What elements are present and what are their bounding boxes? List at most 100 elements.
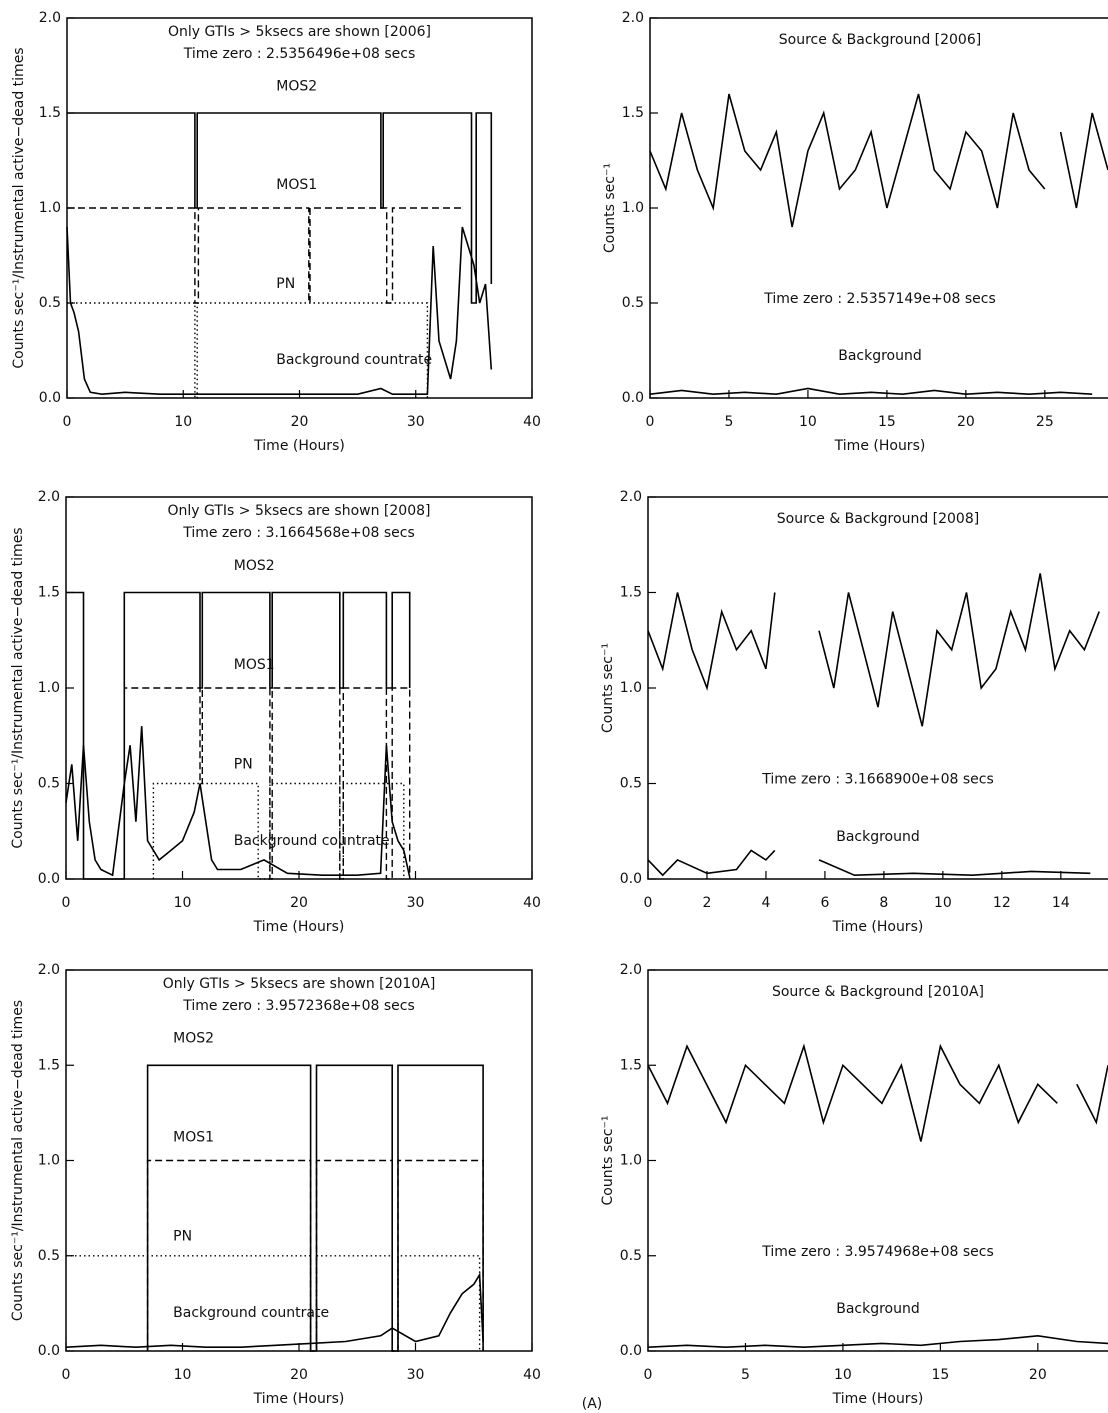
series-label: Background countrate [173, 1305, 329, 1321]
x-tick-label: 2 [703, 895, 712, 911]
series-label: Background countrate [234, 833, 390, 849]
x-tick-label: 25 [1036, 414, 1054, 430]
y-tick-label: 0.0 [622, 390, 644, 406]
series-label: Background [836, 829, 920, 845]
chart-title: Only GTIs > 5ksecs are shown [2010A] [163, 976, 436, 992]
x-tick-label: 0 [644, 895, 653, 911]
y-tick-label: 0.5 [38, 1248, 60, 1264]
series-label: PN [276, 276, 295, 292]
chart-subtitle: Time zero : 2.5356496e+08 secs [183, 46, 416, 62]
y-tick-label: 0.5 [620, 776, 642, 792]
x-tick-label: 10 [799, 414, 817, 430]
chart-subtitle: Time zero : 3.1664568e+08 secs [182, 525, 415, 541]
y-tick-label: 0.0 [620, 871, 642, 887]
chart-title: Source & Background [2006] [779, 32, 981, 48]
y-tick-label: 0.5 [622, 295, 644, 311]
plot-frame [647, 969, 1108, 1352]
y-tick-label: 0.5 [38, 776, 60, 792]
chart-title: Only GTIs > 5ksecs are shown [2006] [168, 24, 431, 40]
y-tick-label: 1.5 [39, 105, 61, 121]
series-line [65, 726, 411, 878]
y-tick-label: 0.0 [39, 390, 61, 406]
x-tick-label: 0 [62, 1367, 71, 1383]
x-axis-label: Time (Hours) [253, 1391, 345, 1407]
y-axis-label: Counts sec⁻¹ [600, 643, 616, 733]
x-tick-label: 10 [174, 895, 192, 911]
series-line [152, 782, 405, 880]
chart-title: Source & Background [2008] [777, 511, 979, 527]
plot-frame [647, 496, 1108, 880]
series-label: MOS1 [276, 177, 317, 193]
series-label: PN [234, 756, 253, 772]
chart-subtitle: Time zero : 3.1668900e+08 secs [761, 772, 994, 788]
x-tick-label: 4 [761, 895, 770, 911]
y-tick-label: 2.0 [38, 489, 60, 505]
x-tick-label: 10 [934, 895, 952, 911]
x-tick-label: 20 [957, 414, 975, 430]
y-tick-label: 0.0 [620, 1343, 642, 1359]
x-tick-label: 15 [878, 414, 896, 430]
y-tick-label: 1.0 [39, 200, 61, 216]
x-axis-label: Time (Hours) [832, 919, 924, 935]
chart-title: Source & Background [2010A] [772, 984, 984, 1000]
x-tick-label: 0 [646, 414, 655, 430]
x-tick-label: 40 [523, 895, 541, 911]
y-tick-label: 1.0 [38, 1153, 60, 1169]
x-tick-label: 10 [174, 1367, 192, 1383]
x-axis-label: Time (Hours) [253, 919, 345, 935]
chart-subtitle: Time zero : 3.9574968e+08 secs [761, 1244, 994, 1260]
x-tick-label: 30 [407, 1367, 425, 1383]
y-axis-label: Counts sec⁻¹/Instrumental active−dead ti… [11, 47, 27, 368]
y-tick-label: 1.0 [620, 680, 642, 696]
series-line [649, 93, 1108, 228]
series-line [66, 1255, 481, 1352]
x-tick-label: 0 [644, 1367, 653, 1383]
series-label: PN [173, 1229, 192, 1245]
series-line [65, 1272, 484, 1349]
series-line [67, 207, 463, 304]
chart-subtitle: Time zero : 2.5357149e+08 secs [763, 291, 996, 307]
y-tick-label: 1.0 [622, 200, 644, 216]
x-tick-label: 0 [63, 414, 72, 430]
y-tick-label: 0.5 [620, 1248, 642, 1264]
y-axis-label: Counts sec⁻¹/Instrumental active−dead ti… [10, 1000, 26, 1321]
y-axis-label: Counts sec⁻¹ [602, 163, 618, 253]
series-label: Background [836, 1301, 920, 1317]
y-tick-label: 2.0 [620, 489, 642, 505]
x-tick-label: 10 [834, 1367, 852, 1383]
y-tick-label: 1.5 [38, 1057, 60, 1073]
y-axis-label: Counts sec⁻¹/Instrumental active−dead ti… [10, 527, 26, 848]
series-line [647, 849, 1091, 877]
series-line [649, 387, 1093, 396]
x-tick-label: 40 [523, 414, 541, 430]
x-tick-label: 5 [741, 1367, 750, 1383]
x-tick-label: 30 [407, 414, 425, 430]
chart-subtitle: Time zero : 3.9572368e+08 secs [182, 998, 415, 1014]
y-tick-label: 1.5 [38, 585, 60, 601]
series-line [647, 573, 1100, 727]
y-axis-label: Counts sec⁻¹ [600, 1116, 616, 1206]
y-tick-label: 1.0 [620, 1153, 642, 1169]
x-tick-label: 10 [174, 414, 192, 430]
x-tick-label: 20 [290, 1367, 308, 1383]
x-tick-label: 14 [1052, 895, 1070, 911]
series-label: Background [838, 348, 922, 364]
x-axis-label: Time (Hours) [253, 438, 345, 454]
y-tick-label: 0.0 [38, 1343, 60, 1359]
series-line [146, 1064, 484, 1352]
x-tick-label: 30 [407, 895, 425, 911]
caption: (A) [582, 1396, 603, 1412]
x-tick-label: 5 [725, 414, 734, 430]
x-tick-label: 8 [879, 895, 888, 911]
y-tick-label: 2.0 [39, 10, 61, 26]
x-tick-label: 6 [820, 895, 829, 911]
chart-title: Only GTIs > 5ksecs are shown [2008] [168, 503, 431, 519]
y-tick-label: 2.0 [622, 10, 644, 26]
x-tick-label: 20 [291, 414, 309, 430]
x-tick-label: 15 [931, 1367, 949, 1383]
y-tick-label: 1.0 [38, 680, 60, 696]
x-tick-label: 0 [62, 895, 71, 911]
x-axis-label: Time (Hours) [834, 438, 926, 454]
series-label: Background countrate [276, 352, 432, 368]
y-tick-label: 1.5 [620, 1057, 642, 1073]
